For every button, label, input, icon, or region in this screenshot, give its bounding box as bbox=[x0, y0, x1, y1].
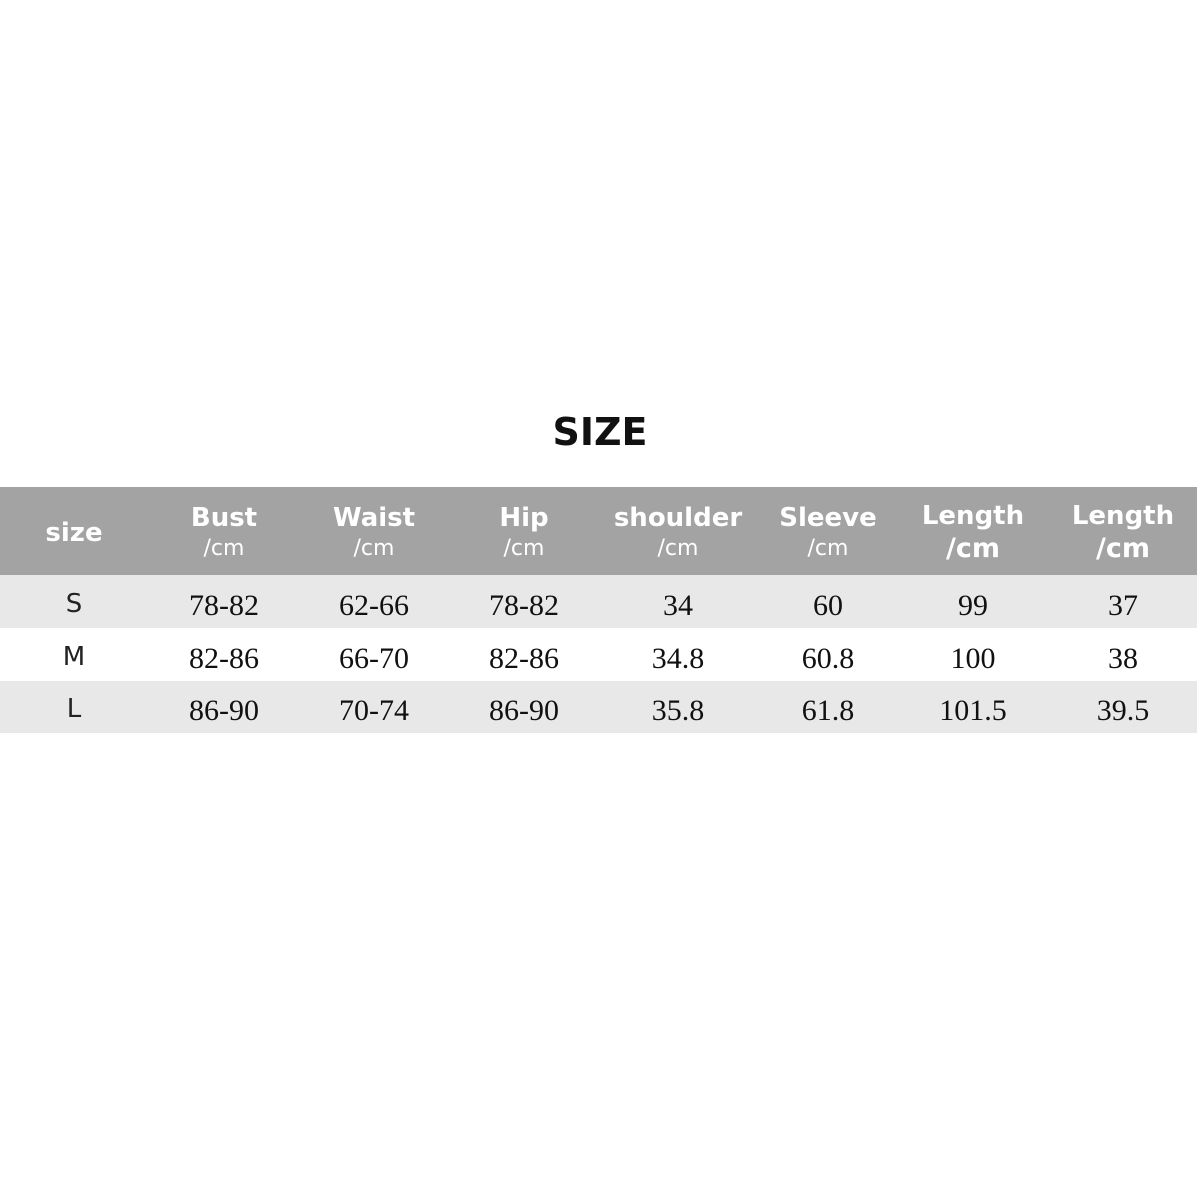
header-label: Hip bbox=[499, 503, 549, 533]
table-cell: 78-82 bbox=[189, 588, 259, 622]
table-cell: 70-74 bbox=[339, 694, 409, 727]
table-cell: 86-90 bbox=[489, 694, 559, 727]
header-cell-waist: Waist/cm bbox=[299, 487, 449, 577]
table-cell: 61.8 bbox=[801, 694, 855, 727]
table-cell: 82-86 bbox=[189, 641, 259, 675]
table-cell: 101.5 bbox=[939, 694, 1007, 727]
header-unit: /cm bbox=[503, 536, 545, 561]
table-header-row: size Bust/cm Waist/cm Hip/cm shoulder/cm… bbox=[0, 487, 1197, 575]
header-label: size bbox=[45, 518, 103, 548]
header-cell-length: Length/cm bbox=[898, 487, 1048, 577]
header-unit: /cm bbox=[657, 536, 699, 561]
header-cell-shoulder: shoulder/cm bbox=[603, 487, 753, 577]
header-label: Length bbox=[1071, 501, 1175, 531]
table-cell: 82-86 bbox=[489, 641, 559, 675]
header-unit: /cm bbox=[946, 533, 1000, 564]
table-cell: 38 bbox=[1108, 641, 1138, 675]
table-row: S 78-82 62-66 78-82 34 60 99 37 bbox=[0, 575, 1197, 628]
table-row: L 86-90 70-74 86-90 35.8 61.8 101.5 39.5 bbox=[0, 681, 1197, 733]
size-cell: S bbox=[65, 588, 83, 619]
table-cell: 66-70 bbox=[339, 641, 409, 675]
header-cell-length-2: Length/cm bbox=[1048, 487, 1198, 577]
size-cell: L bbox=[66, 694, 82, 724]
header-label: Waist bbox=[332, 503, 416, 533]
header-unit: /cm bbox=[1096, 533, 1150, 564]
table-cell: 78-82 bbox=[489, 588, 559, 622]
table-cell: 60 bbox=[813, 588, 843, 622]
table-cell: 62-66 bbox=[339, 588, 409, 622]
table-cell: 99 bbox=[958, 588, 988, 622]
header-cell-hip: Hip/cm bbox=[449, 487, 599, 577]
table-row: M 82-86 66-70 82-86 34.8 60.8 100 38 bbox=[0, 628, 1197, 681]
header-unit: /cm bbox=[353, 536, 395, 561]
table-cell: 39.5 bbox=[1096, 694, 1150, 727]
page-title: SIZE bbox=[552, 410, 648, 454]
header-label: Sleeve bbox=[779, 503, 877, 533]
table-cell: 86-90 bbox=[189, 694, 259, 727]
table-cell: 34.8 bbox=[651, 641, 705, 675]
size-chart-table: size Bust/cm Waist/cm Hip/cm shoulder/cm… bbox=[0, 487, 1197, 733]
table-cell: 37 bbox=[1108, 588, 1138, 622]
header-unit: /cm bbox=[807, 536, 849, 561]
header-cell-size: size bbox=[0, 487, 149, 577]
size-cell: M bbox=[62, 641, 86, 672]
header-unit: /cm bbox=[203, 536, 245, 561]
table-cell: 60.8 bbox=[801, 641, 855, 675]
header-label: Length bbox=[921, 501, 1025, 531]
table-cell: 100 bbox=[950, 641, 996, 675]
header-cell-bust: Bust/cm bbox=[149, 487, 299, 577]
table-cell: 35.8 bbox=[651, 694, 705, 727]
header-cell-sleeve: Sleeve/cm bbox=[753, 487, 903, 577]
header-label: shoulder bbox=[613, 503, 743, 533]
header-label: Bust bbox=[190, 503, 258, 533]
table-cell: 34 bbox=[663, 588, 693, 622]
